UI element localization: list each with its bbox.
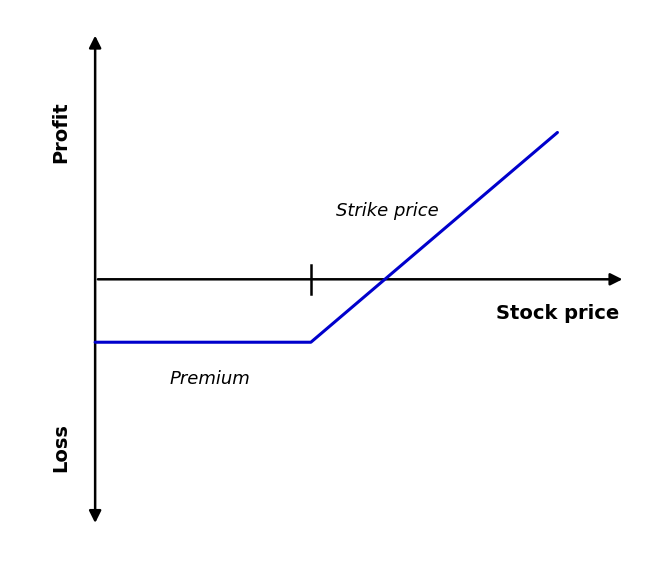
Text: Loss: Loss — [52, 423, 71, 471]
Text: Profit: Profit — [52, 101, 71, 164]
Text: Strike price: Strike price — [336, 202, 438, 220]
Text: Premium: Premium — [169, 370, 250, 388]
Text: Stock price: Stock price — [496, 304, 619, 323]
